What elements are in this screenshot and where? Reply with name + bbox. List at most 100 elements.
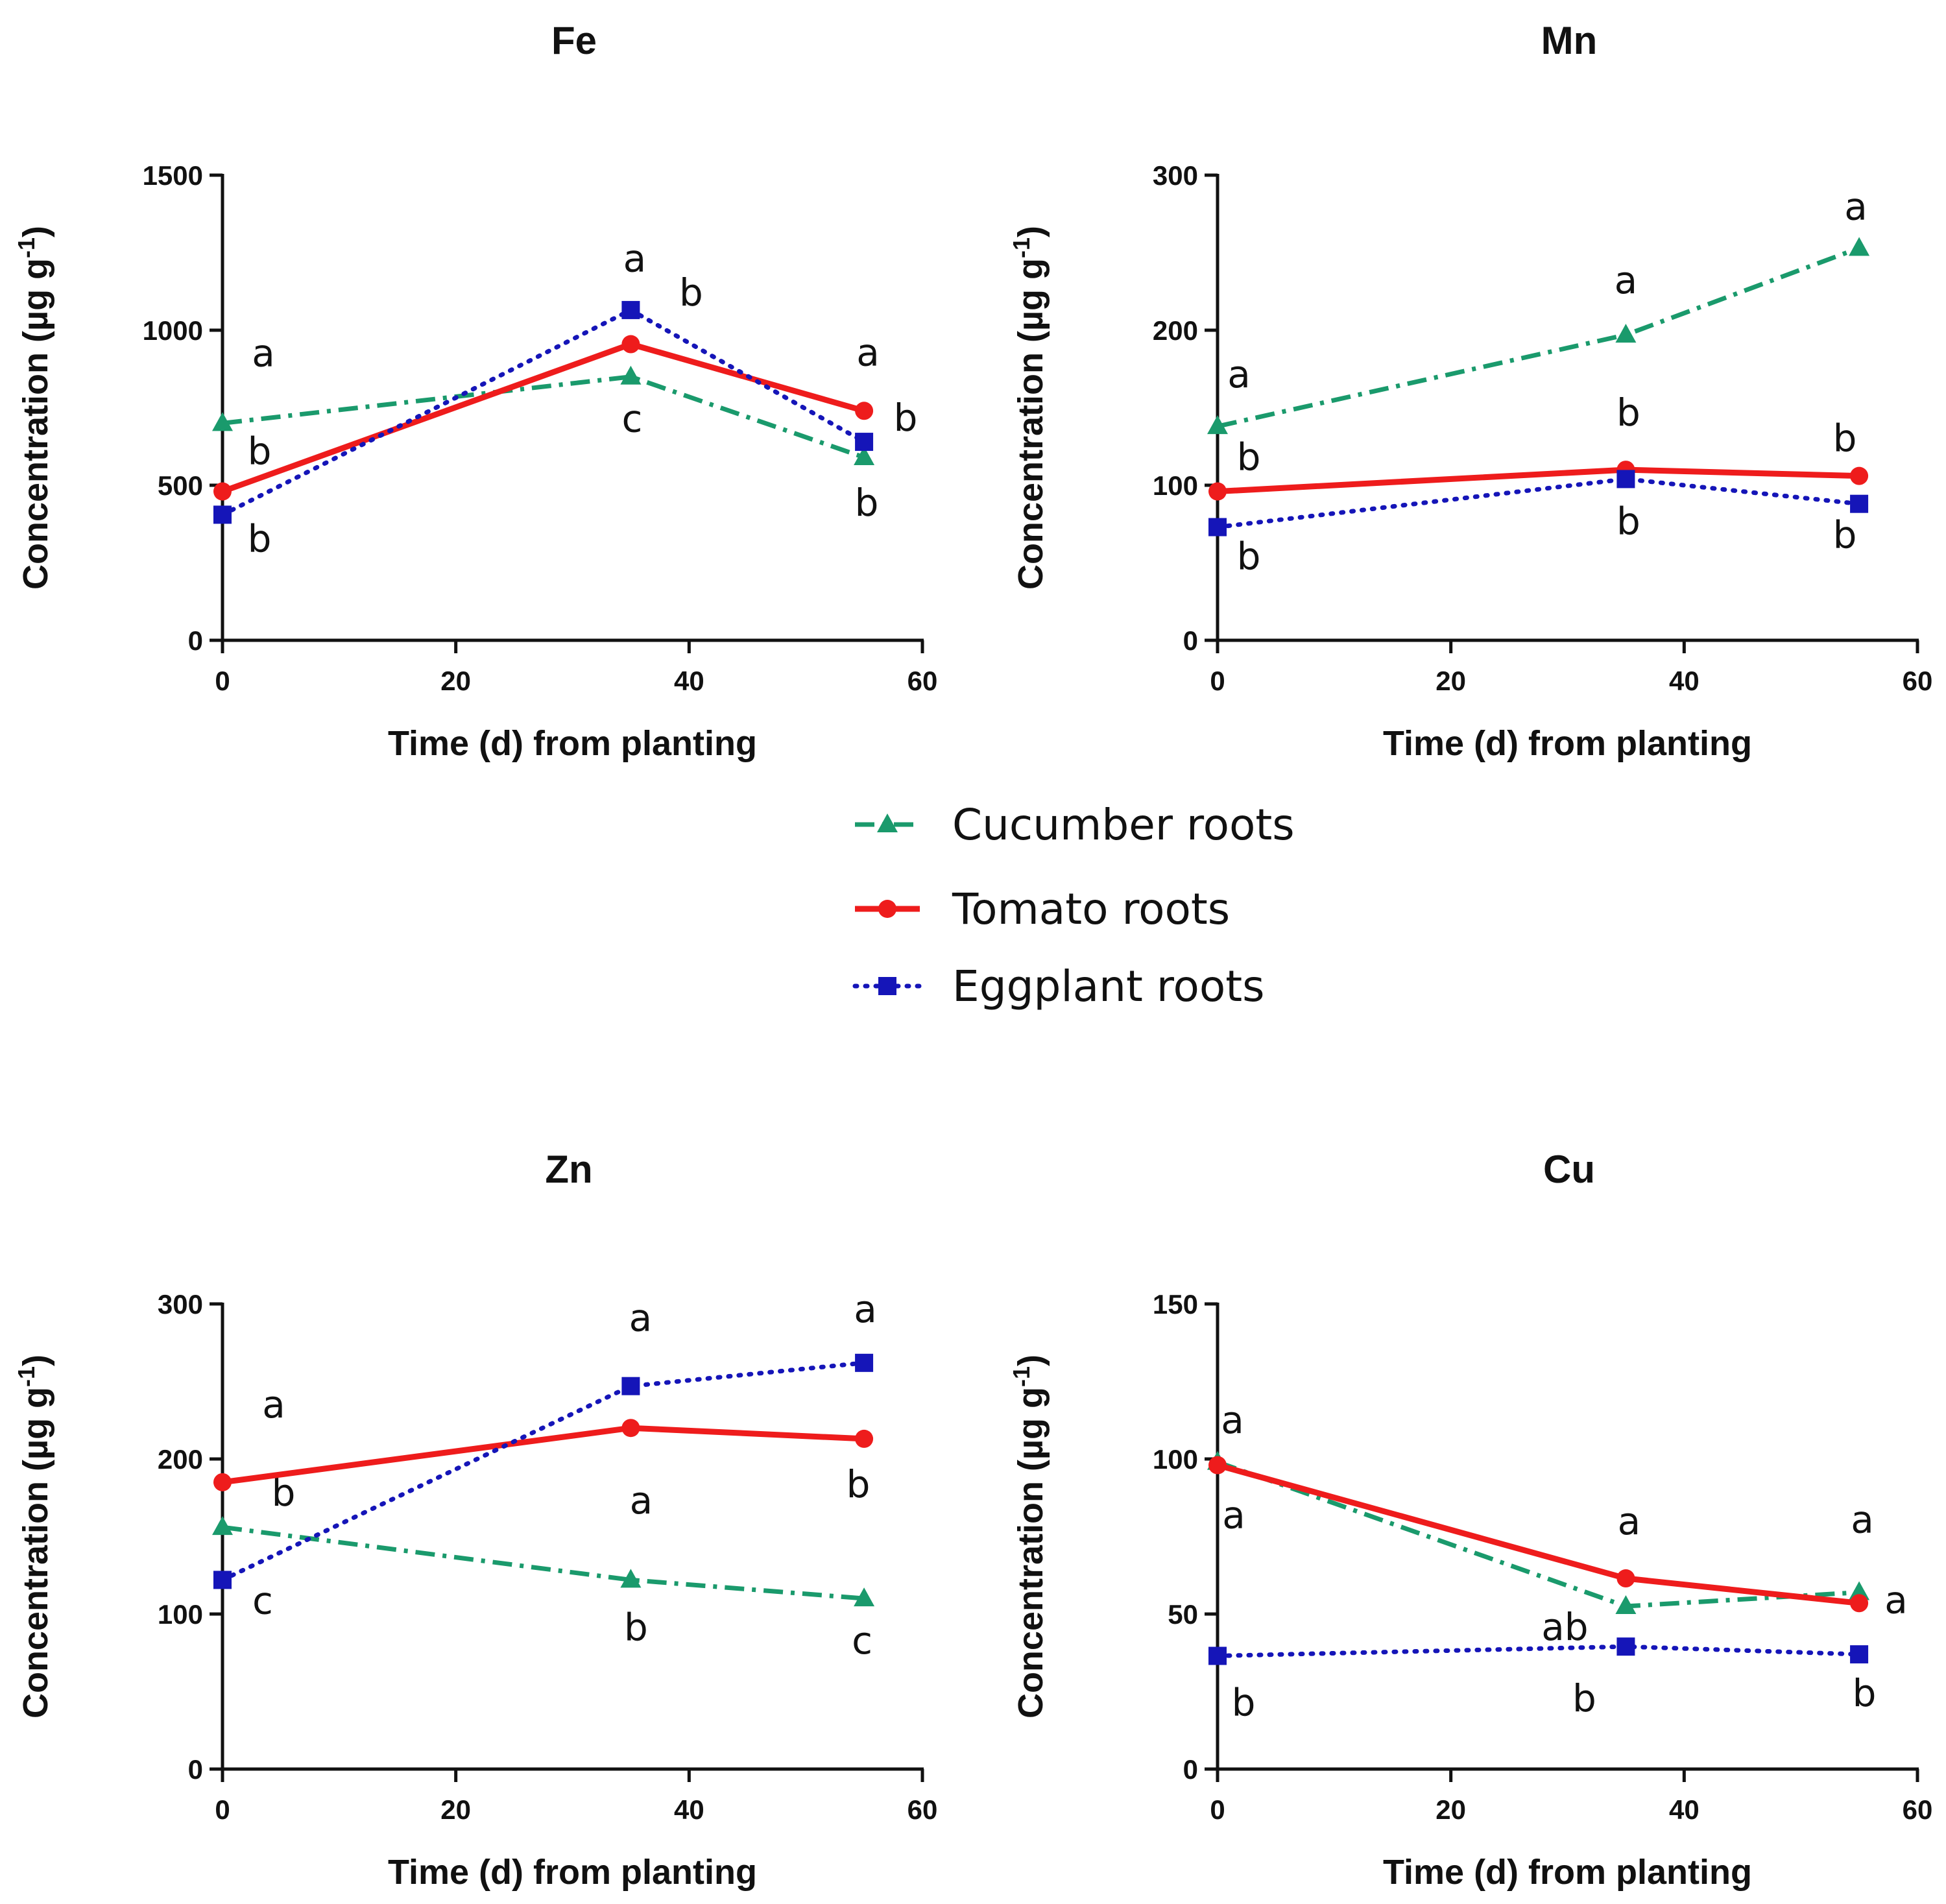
cucumber-marker (854, 446, 875, 465)
significance-letter: a (1844, 184, 1868, 228)
closing-paren: ) (1011, 226, 1050, 237)
y-tick-label: 300 (158, 1289, 203, 1320)
significance-letter: a (854, 1287, 877, 1331)
fe-panel: Fe 0 500 1000 1500 0 20 40 60 Time (d) from plant… (13, 19, 938, 763)
tomato-line (1216, 1462, 1860, 1606)
panel-title: Fe (551, 19, 597, 62)
x-tick-label: 40 (1669, 666, 1700, 696)
y-tick-label: 200 (158, 1444, 203, 1475)
legend-cucumber-marker (877, 813, 898, 832)
significance-letter: a (1221, 1398, 1244, 1442)
x-tick-label: 20 (1435, 666, 1466, 696)
closing-paren: ) (1011, 1355, 1050, 1366)
significance-letter: a (1618, 1499, 1641, 1543)
tomato-marker (1208, 482, 1227, 501)
cucumber-marker (854, 1587, 875, 1607)
x-axis-label: Time (d) from planting (388, 724, 757, 763)
significance-letter: b (855, 481, 879, 525)
eggplant-marker (855, 1353, 874, 1372)
eggplant-marker (1208, 518, 1227, 536)
legend-eggplant-label: Eggplant roots (952, 961, 1265, 1011)
significance-letter: b (1237, 535, 1261, 579)
tomato-marker (213, 1473, 232, 1491)
eggplant-marker (1208, 1646, 1227, 1665)
significance-letter: a (1884, 1578, 1908, 1622)
eggplant-marker (621, 300, 640, 319)
cucumber-marker (1615, 1595, 1637, 1615)
x-tick-label: 0 (1210, 1794, 1225, 1825)
x-tick-label: 40 (1669, 1794, 1700, 1825)
x-axis-label: Time (d) from planting (1383, 1853, 1752, 1892)
tomato-marker (213, 482, 232, 501)
y-tick-label: 150 (1153, 1289, 1198, 1320)
cucumber-marker (1207, 415, 1228, 435)
y-axis-label: Concentration (µg g-1) (13, 1355, 56, 1718)
x-tick-label: 40 (674, 1794, 704, 1825)
eggplant-marker (1616, 1637, 1635, 1656)
tomato-marker (855, 1429, 874, 1448)
cucumber-marker (1615, 324, 1637, 343)
eggplant-line (1215, 1644, 1862, 1659)
superscript: -1 (1008, 237, 1035, 258)
eggplant-marker (1616, 470, 1635, 488)
significance-letter: a (1851, 1498, 1874, 1542)
cucumber-marker (620, 1569, 642, 1588)
y-axis-label: Concentration (µg g-1) (1008, 226, 1051, 590)
y-tick-label: 50 (1168, 1599, 1198, 1630)
y-tick-label: 1000 (143, 315, 203, 346)
legend-eggplant-marker (878, 977, 896, 995)
cucumber-line (222, 1524, 865, 1601)
significance-letter: a (262, 1382, 285, 1427)
eggplant-marker (213, 1571, 232, 1589)
significance-letter: c (852, 1619, 872, 1663)
significance-letter: c (621, 397, 642, 441)
x-tick-label: 20 (440, 1794, 471, 1825)
eggplant-marker (1850, 1645, 1869, 1664)
cucumber-marker (620, 365, 642, 385)
y-tick-label: 100 (158, 1599, 203, 1630)
eggplant-marker (855, 433, 874, 452)
significance-letter: a (629, 1296, 653, 1340)
cucumber-marker (1849, 237, 1870, 256)
tomato-marker (621, 335, 640, 354)
y-tick-label: 0 (1183, 1754, 1198, 1785)
cucumber-marker (212, 412, 233, 431)
tomato-line (222, 1425, 865, 1486)
panel-title: Zn (545, 1148, 592, 1191)
significance-letter: a (252, 331, 275, 375)
superscript: -1 (13, 237, 40, 258)
closing-paren: ) (16, 226, 55, 237)
y-tick-label: 100 (1153, 1444, 1198, 1475)
x-tick-label: 0 (215, 666, 230, 696)
significance-letter: b (1572, 1676, 1596, 1720)
significance-letter: b (1616, 391, 1640, 435)
cucumber-line (1216, 1460, 1860, 1609)
panel-title: Mn (1541, 19, 1598, 62)
x-axis-label: Time (d) from planting (1383, 724, 1752, 763)
y-tick-label: 300 (1153, 160, 1198, 191)
tomato-line (221, 341, 865, 494)
significance-letter: a (1227, 352, 1251, 396)
zn-panel: Zn 0 100 200 300 0 20 40 60 Time (d) from plantin… (13, 1148, 938, 1892)
cucumber-marker (212, 1516, 233, 1536)
x-tick-label: 60 (1903, 666, 1933, 696)
y-axis-label: Concentration (µg g-1) (1008, 1355, 1051, 1718)
legend: Cucumber roots Tomato roots Eggplant roots (852, 800, 1295, 1011)
y-tick-label: 0 (188, 1754, 203, 1785)
x-tick-label: 60 (907, 666, 938, 696)
significance-letter: b (248, 429, 272, 474)
significance-letter: b (1237, 435, 1261, 479)
eggplant-line (1215, 476, 1862, 530)
tomato-marker (1208, 1456, 1227, 1475)
significance-letter: b (1833, 513, 1857, 557)
x-tick-label: 0 (215, 1794, 230, 1825)
significance-letter: b (847, 1462, 871, 1506)
superscript: -1 (1008, 1366, 1035, 1387)
cucumber-line (1217, 246, 1860, 429)
y-tick-label: 500 (158, 470, 203, 501)
x-tick-label: 60 (1903, 1794, 1933, 1825)
y-tick-label: 200 (1153, 315, 1198, 346)
y-axis-label: Concentration (µg g-1) (13, 226, 56, 590)
significance-letter: b (1616, 499, 1640, 543)
